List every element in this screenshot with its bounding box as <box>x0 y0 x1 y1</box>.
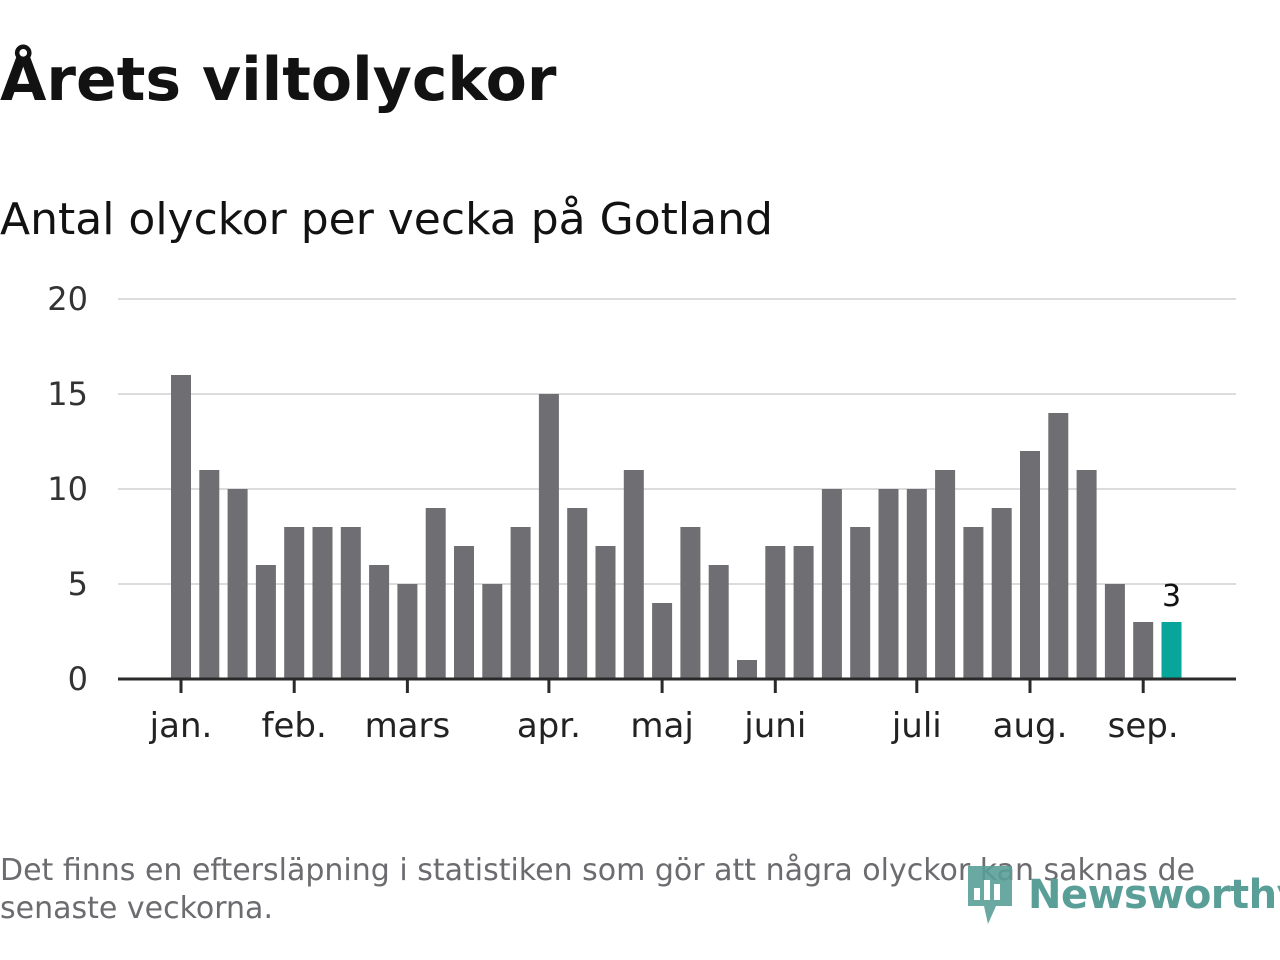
x-tick-label: aug. <box>993 706 1068 746</box>
bar <box>482 584 503 679</box>
bar <box>1020 451 1040 679</box>
bar <box>878 489 899 679</box>
bar <box>425 508 446 679</box>
x-tick-label: sep. <box>1108 706 1179 746</box>
y-tick-label: 15 <box>47 375 88 413</box>
y-tick-label: 10 <box>47 470 88 508</box>
newsworthy-logo-icon <box>968 866 1012 924</box>
x-axis <box>118 677 1236 693</box>
bar <box>1104 584 1125 679</box>
bar <box>708 565 729 679</box>
bar <box>737 660 757 679</box>
bar <box>199 470 220 679</box>
bar <box>312 527 333 679</box>
y-tick-label: 20 <box>47 280 88 318</box>
bar <box>765 546 786 679</box>
bar <box>397 584 418 679</box>
bar <box>963 527 984 679</box>
bar <box>935 470 956 679</box>
bar <box>1076 470 1097 679</box>
bar <box>652 603 673 679</box>
bar <box>595 546 616 679</box>
bar <box>906 489 927 679</box>
x-tick-label: mars <box>365 706 451 746</box>
x-tick-label: feb. <box>262 706 327 746</box>
y-tick-label: 0 <box>68 660 88 698</box>
x-tick-label: juli <box>891 706 942 746</box>
bar <box>821 489 842 679</box>
x-tick-label: maj <box>630 706 693 746</box>
bar <box>454 546 474 679</box>
bar <box>850 527 871 679</box>
x-tick-label: juni <box>743 706 806 746</box>
bar-highlight <box>1161 622 1182 679</box>
bar <box>255 565 276 679</box>
bar <box>340 527 361 679</box>
bar <box>991 508 1012 679</box>
chart-title: Årets viltolyckor <box>0 45 557 115</box>
bar-chart: 0 5 10 15 20 3 jan. feb. mars apr. maj juni juli aug.… <box>47 280 1236 746</box>
bar <box>369 565 390 679</box>
bar <box>510 527 531 679</box>
bar <box>680 527 701 679</box>
bar <box>171 375 191 679</box>
bar <box>623 470 644 679</box>
bars <box>171 375 1182 679</box>
bar <box>793 546 814 679</box>
bar <box>567 508 588 679</box>
newsworthy-logo: Newsworthy <box>964 862 1280 928</box>
y-tick-label: 5 <box>68 565 88 603</box>
bar <box>1133 622 1154 679</box>
chart-subtitle: Antal olyckor per vecka på Gotland <box>0 194 773 245</box>
data-label: 3 <box>1162 579 1181 614</box>
bar <box>1048 413 1069 679</box>
x-tick-label: apr. <box>517 706 581 746</box>
bar <box>284 527 305 679</box>
bar <box>538 394 559 679</box>
newsworthy-logo-text: Newsworthy <box>1028 872 1280 918</box>
labels: 0 5 10 15 20 3 jan. feb. mars apr. maj juni juli aug.… <box>47 280 1181 746</box>
x-tick-label: jan. <box>149 706 213 746</box>
bar <box>227 489 248 679</box>
